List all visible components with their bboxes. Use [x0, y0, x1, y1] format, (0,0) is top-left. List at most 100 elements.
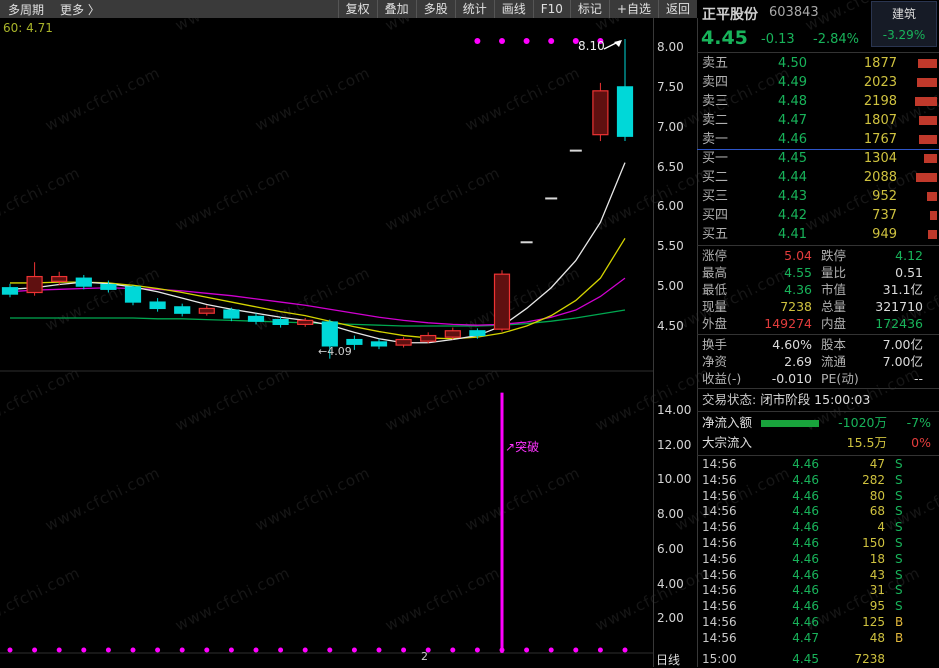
stat-label: 跌停 [821, 247, 846, 264]
toolbar-button[interactable]: 复权 [338, 0, 377, 18]
stat-value: 321710 [849, 298, 923, 315]
divider [697, 334, 939, 335]
orderbook-price: 4.47 [745, 111, 807, 130]
main-axis-label: 7.50 [657, 80, 684, 94]
last-tick-price: 4.45 [755, 652, 819, 668]
kline-chart[interactable] [0, 18, 653, 667]
orderbook-level-label: 卖四 [702, 73, 728, 92]
sub-axis-label: 12.00 [657, 438, 691, 452]
toolbar-button[interactable]: 统计 [455, 0, 494, 18]
high-price-label: 8.10 [578, 39, 605, 53]
toolbar-left-group: 多周期 更多 〉 [0, 0, 108, 18]
orderbook-mid-divider [697, 149, 939, 150]
tick-time: 14:56 [702, 536, 737, 552]
orderbook-level-label: 卖三 [702, 92, 728, 111]
tick-price: 4.46 [755, 615, 819, 631]
stock-name: 正平股份 [702, 4, 758, 24]
industry-name: 建筑 [872, 5, 936, 22]
sub-axis-label: 6.00 [657, 542, 684, 556]
orderbook-volume-bar [915, 97, 937, 106]
sub-axis-label: 10.00 [657, 472, 691, 486]
orderbook-price: 4.43 [745, 187, 807, 206]
multi-period-button[interactable]: 多周期 [0, 1, 52, 18]
tick-price: 4.46 [755, 504, 819, 520]
stat-value: 7.00亿 [849, 353, 923, 370]
toolbar-button[interactable]: 多股 [416, 0, 455, 18]
main-axis-label: 4.50 [657, 319, 684, 333]
orderbook-volume: 2198 [817, 92, 897, 111]
breakout-text: 突破 [515, 440, 539, 454]
stat-value: 4.60% [735, 336, 812, 353]
sub-axis-label: 8.00 [657, 507, 684, 521]
money-flow-row: 净流入额-1020万-7% [697, 413, 939, 433]
price-row: 4.45 -0.13 -2.84% [697, 27, 939, 52]
tick-volume: 150 [823, 536, 885, 552]
toolbar-button[interactable]: 返回 [658, 0, 697, 18]
tick-price: 4.46 [755, 599, 819, 615]
orderbook-volume-bar [924, 154, 937, 163]
main-axis-label: 6.00 [657, 199, 684, 213]
flow-value: -1020万 [825, 413, 887, 433]
stat-value: 5.04 [735, 247, 812, 264]
orderbook-price: 4.46 [745, 130, 807, 149]
toolbar-button[interactable]: +自选 [609, 0, 658, 18]
stat-value: 4.12 [849, 247, 923, 264]
orderbook-volume-bar [930, 211, 937, 220]
tick-time: 14:56 [702, 615, 737, 631]
tick-time: 14:56 [702, 489, 737, 505]
tick-direction-flag: S [895, 473, 903, 489]
stat-value: 31.1亿 [849, 281, 923, 298]
orderbook-volume-bar [917, 78, 937, 87]
quote-panel: 正平股份 603843 建筑 -3.29% 4.45 -0.13 -2.84% … [697, 0, 939, 667]
tick-price: 4.46 [755, 457, 819, 473]
tick-direction-flag: B [895, 615, 903, 631]
orderbook-price: 4.41 [745, 225, 807, 244]
tick-price: 4.46 [755, 489, 819, 505]
tick-volume: 31 [823, 583, 885, 599]
tick-time: 14:56 [702, 520, 737, 536]
last-price: 4.45 [701, 27, 748, 49]
tick-direction-flag: S [895, 504, 903, 520]
period-label[interactable]: 日线 [656, 651, 680, 668]
tick-price: 4.46 [755, 552, 819, 568]
divider [697, 455, 939, 456]
orderbook-level-label: 卖五 [702, 54, 728, 73]
breakout-arrow-icon: ↗ [505, 440, 515, 454]
more-button[interactable]: 更多 〉 [52, 1, 108, 18]
toolbar-button[interactable]: 标记 [570, 0, 609, 18]
tick-price: 4.47 [755, 631, 819, 647]
toolbar-button[interactable]: 叠加 [377, 0, 416, 18]
stat-value: 4.36 [735, 281, 812, 298]
flow-value: 15.5万 [825, 433, 887, 453]
toolbar-button[interactable]: F10 [533, 0, 570, 18]
orderbook-volume: 2088 [817, 168, 897, 187]
last-tick-row: 15:00 4.45 7238 [697, 652, 939, 667]
orderbook-volume-bar [918, 59, 937, 68]
orderbook-volume: 952 [817, 187, 897, 206]
orderbook-level-label: 买二 [702, 168, 728, 187]
orderbook-level-label: 买一 [702, 149, 728, 168]
toolbar-button[interactable]: 画线 [494, 0, 533, 18]
stat-label: 涨停 [702, 247, 727, 264]
tick-time: 14:56 [702, 473, 737, 489]
price-change: -0.13 [761, 32, 795, 47]
